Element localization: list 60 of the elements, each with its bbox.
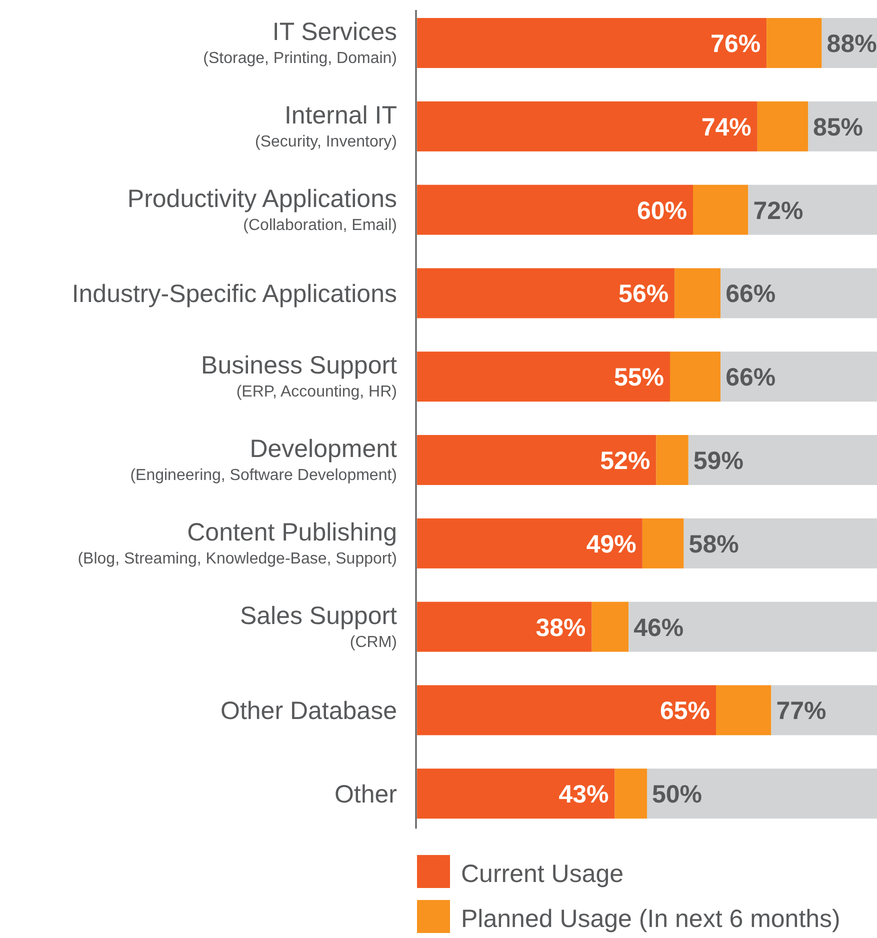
bar bbox=[748, 184, 877, 235]
data-label: 55% bbox=[614, 364, 664, 392]
bar bbox=[656, 435, 688, 485]
y-tick-label: Industry-Specific Applications bbox=[72, 280, 397, 308]
annotation: 58% bbox=[688, 530, 739, 558]
data-label: 43% bbox=[558, 780, 609, 809]
bar bbox=[614, 768, 647, 819]
y-tick-label: Internal IT (Security, Inventory) bbox=[255, 101, 397, 150]
bar bbox=[771, 685, 877, 736]
annotation: 66% bbox=[726, 280, 776, 308]
bar bbox=[757, 101, 808, 152]
annotation: 72% bbox=[753, 196, 804, 225]
annotation: 77% bbox=[776, 697, 826, 726]
bar bbox=[766, 18, 822, 68]
bar bbox=[720, 352, 877, 402]
bar bbox=[647, 768, 877, 819]
bar bbox=[417, 768, 615, 819]
bar bbox=[642, 518, 684, 568]
bar bbox=[716, 685, 772, 736]
bar bbox=[417, 184, 693, 235]
data-label: 52% bbox=[600, 447, 650, 475]
data-label: 49% bbox=[586, 530, 636, 558]
data-label: 56% bbox=[618, 280, 669, 308]
bar bbox=[417, 685, 716, 736]
legend-label: Current Usage bbox=[461, 860, 624, 888]
y-tick-label: Other bbox=[334, 780, 397, 809]
data-label: 60% bbox=[636, 196, 687, 225]
bar bbox=[417, 602, 592, 652]
y-tick-label: Content Publishing (Blog, Streaming, Knowledge-Base, Support) bbox=[78, 518, 397, 568]
bar bbox=[684, 518, 877, 568]
data-label: 74% bbox=[701, 113, 752, 142]
y-tick-label: Other Database bbox=[220, 697, 397, 726]
y-tick-label: Sales Support (CRM) bbox=[240, 602, 398, 651]
annotation: 85% bbox=[813, 113, 864, 142]
annotation: 88% bbox=[826, 30, 877, 58]
bar bbox=[670, 352, 721, 402]
bar bbox=[417, 518, 642, 568]
bar bbox=[688, 435, 877, 485]
annotation: 50% bbox=[652, 780, 702, 809]
bar bbox=[417, 268, 675, 318]
y-tick-label: Business Support (ERP, Accounting, HR) bbox=[201, 352, 398, 401]
annotation: 46% bbox=[634, 614, 684, 642]
bar bbox=[628, 602, 877, 652]
annotation: 66% bbox=[726, 364, 776, 392]
data-label: 38% bbox=[536, 614, 586, 642]
bar bbox=[417, 101, 758, 152]
data-label: 65% bbox=[660, 697, 710, 726]
bar bbox=[417, 435, 656, 485]
y-tick-label: IT Services (Storage, Printing, Domain) bbox=[203, 18, 397, 67]
bar bbox=[720, 268, 877, 318]
bar bbox=[693, 184, 748, 235]
bar bbox=[417, 18, 767, 68]
legend-label: Planned Usage (In next 6 months) bbox=[461, 905, 840, 933]
bar bbox=[674, 268, 721, 318]
bar bbox=[417, 352, 670, 402]
data-label: 76% bbox=[710, 30, 761, 58]
annotation: 59% bbox=[693, 447, 744, 475]
bar bbox=[592, 602, 629, 652]
y-tick-label: Productivity Applications (Collaboration, Email) bbox=[127, 184, 397, 234]
y-tick-label: Development (Engineering, Software Development) bbox=[130, 435, 398, 484]
